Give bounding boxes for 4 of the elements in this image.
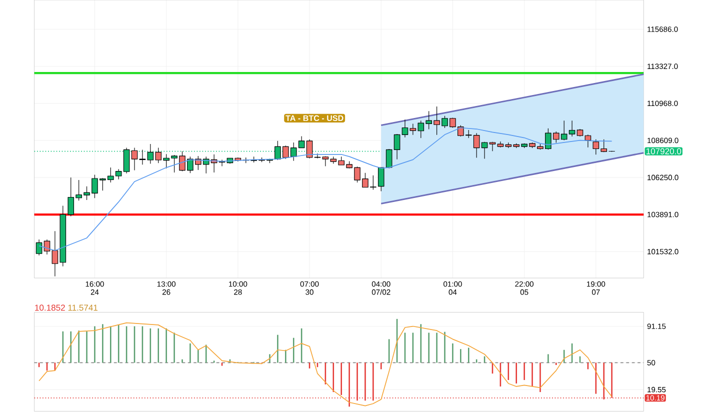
text: 10.1852 bbox=[35, 304, 65, 311]
annotation: TA - BTC - USD bbox=[286, 115, 344, 121]
text: 11.5741 bbox=[68, 304, 98, 311]
ref-line-label: 107920.0 bbox=[646, 148, 682, 154]
